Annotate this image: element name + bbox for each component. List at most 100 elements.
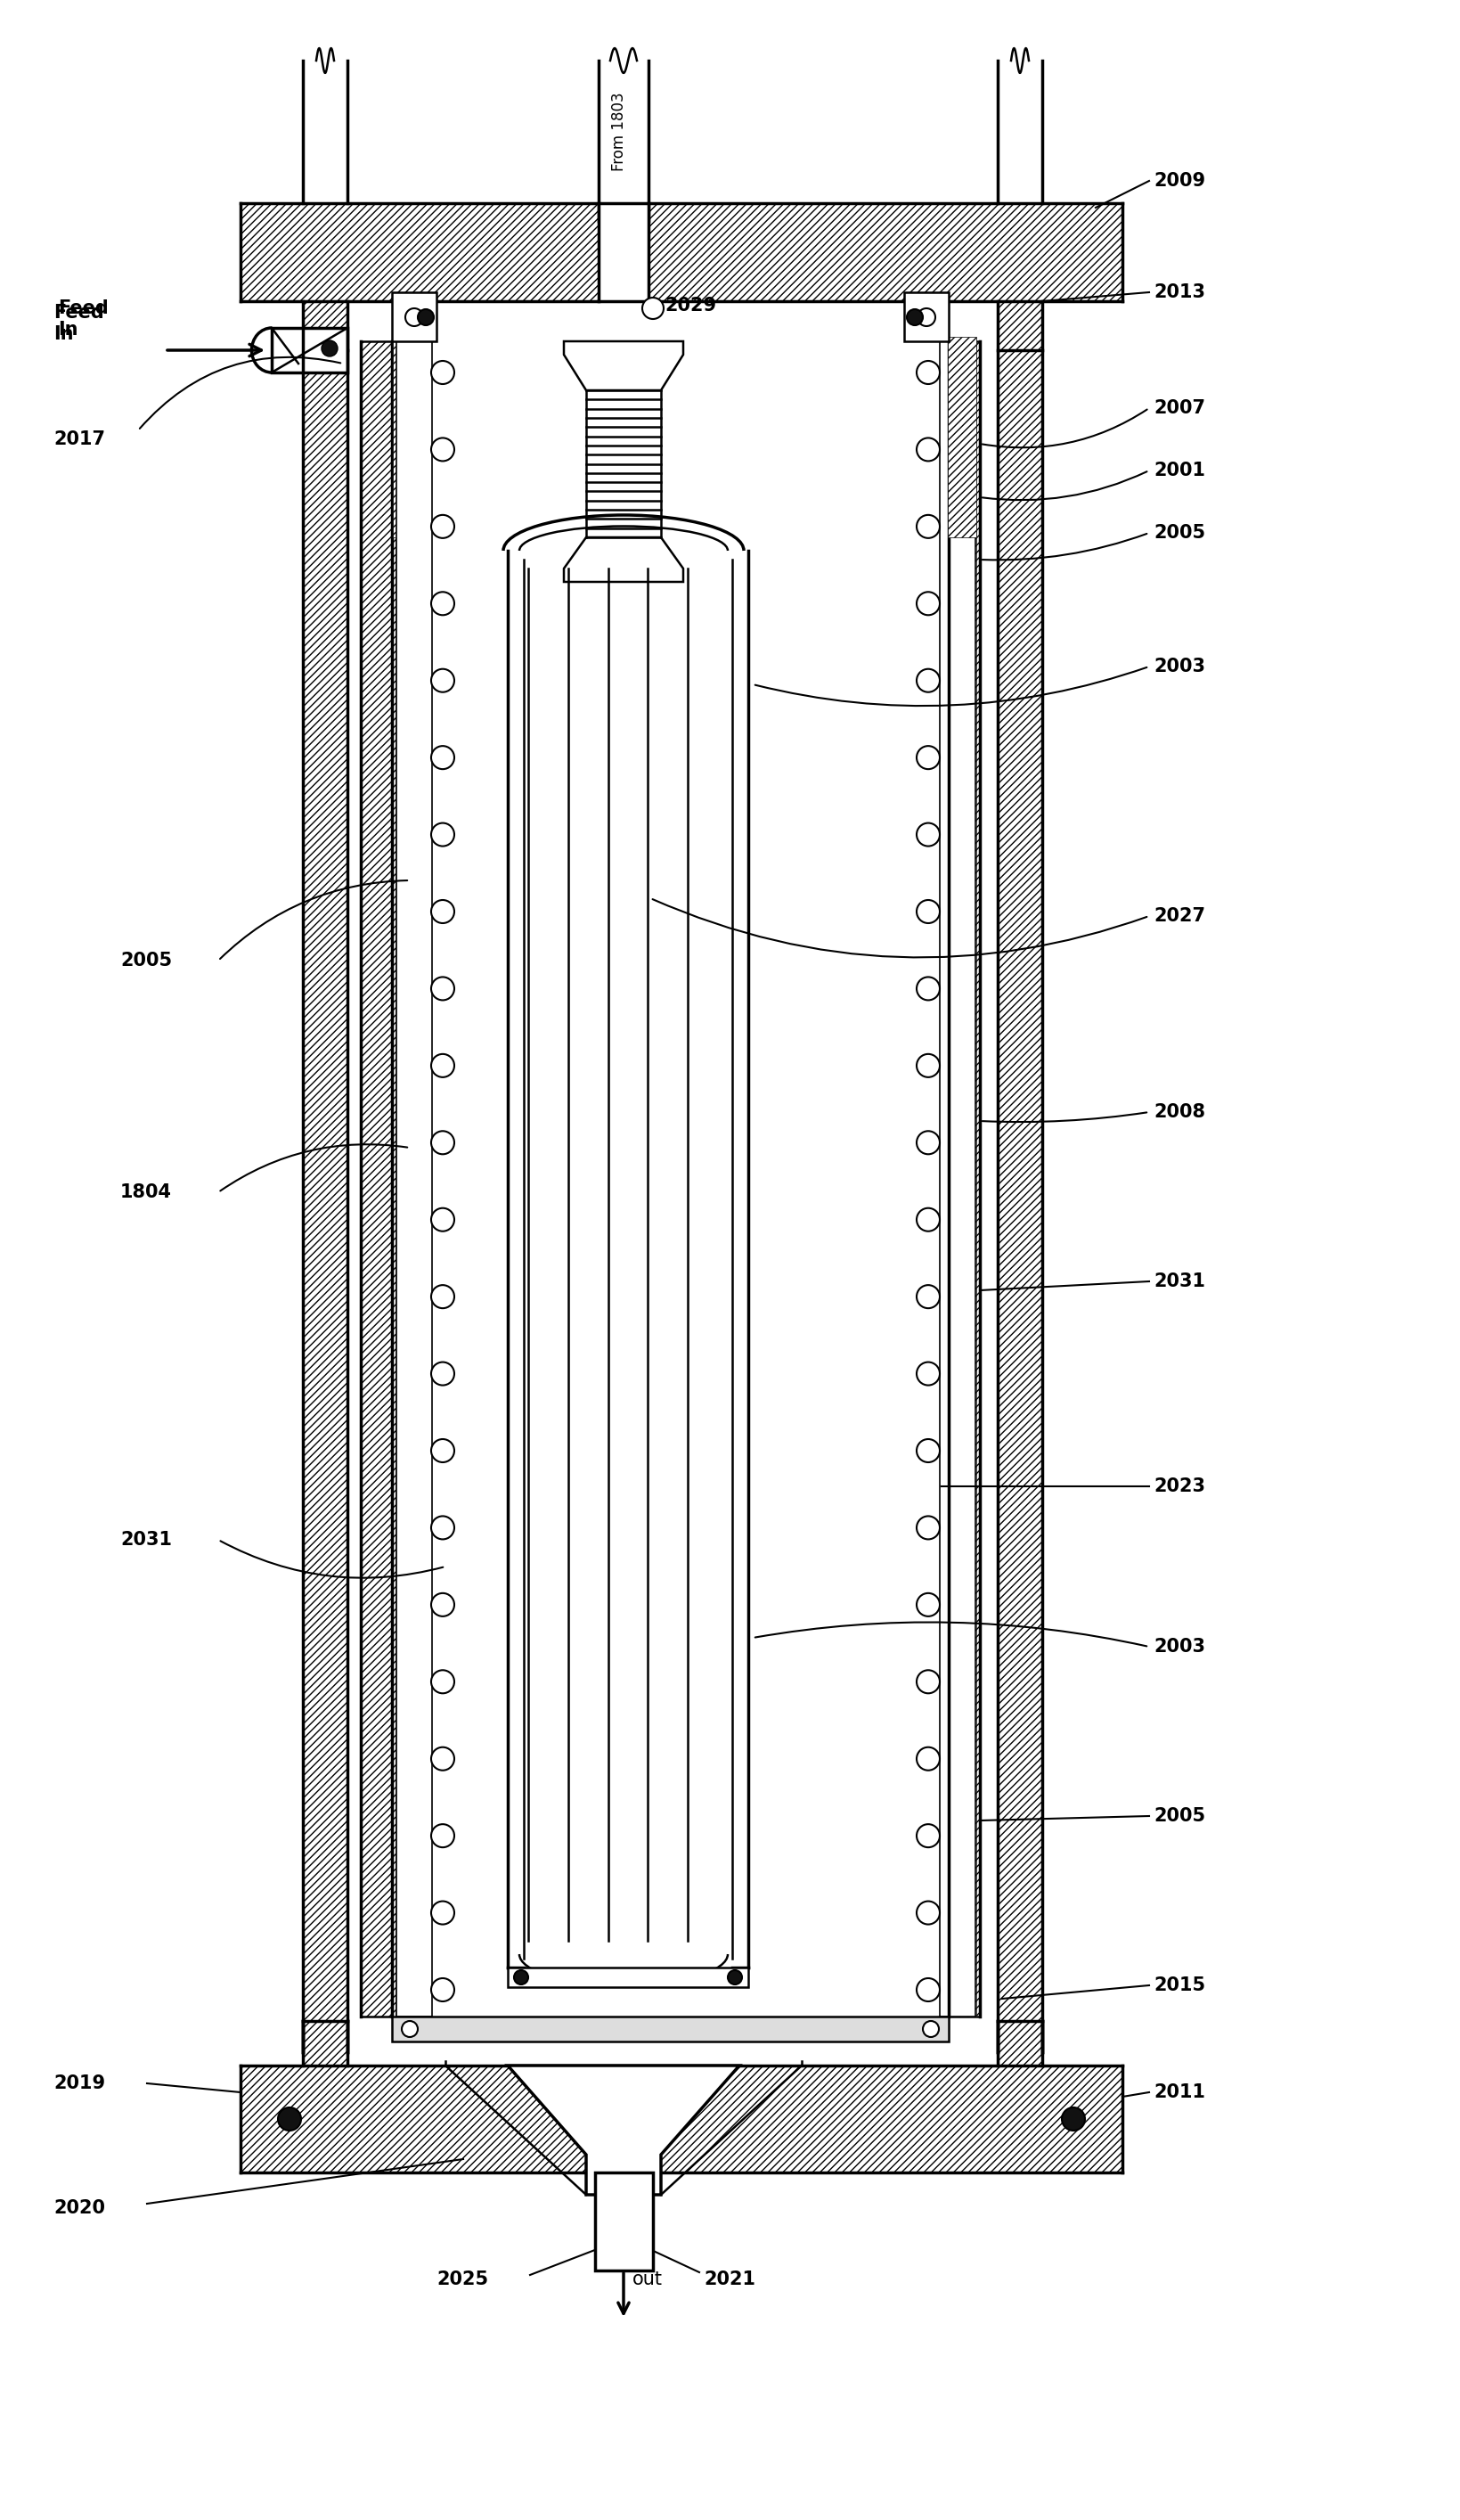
Circle shape: [915, 824, 939, 847]
FancyArrowPatch shape: [653, 900, 1146, 958]
Polygon shape: [508, 2066, 739, 2195]
Circle shape: [915, 1900, 939, 1925]
Circle shape: [431, 360, 454, 383]
Bar: [272, 328, 347, 373]
Text: 2005: 2005: [1153, 524, 1204, 542]
Text: 2007: 2007: [1153, 398, 1204, 416]
Circle shape: [915, 1593, 939, 1615]
Text: 1804: 1804: [120, 1184, 172, 1202]
Bar: [904, 292, 948, 340]
Text: 2020: 2020: [54, 2200, 105, 2218]
Circle shape: [915, 1131, 939, 1154]
Text: 2023: 2023: [1153, 1477, 1204, 1494]
Bar: [393, 340, 396, 2016]
Text: 2029: 2029: [664, 297, 715, 315]
Text: 2031: 2031: [120, 1530, 172, 1550]
Circle shape: [915, 1207, 939, 1232]
FancyArrowPatch shape: [981, 408, 1146, 449]
Circle shape: [915, 668, 939, 693]
Bar: [948, 340, 980, 2016]
Text: 2031: 2031: [1153, 1273, 1204, 1290]
Circle shape: [431, 1053, 454, 1076]
FancyArrowPatch shape: [220, 1540, 442, 1578]
Text: Feed
In: Feed In: [58, 300, 108, 338]
Circle shape: [915, 438, 939, 461]
Text: 2015: 2015: [1153, 1976, 1204, 1993]
Circle shape: [907, 310, 923, 325]
Circle shape: [431, 1131, 454, 1154]
Circle shape: [431, 978, 454, 1000]
Bar: [391, 292, 437, 340]
Circle shape: [727, 1971, 742, 1983]
Circle shape: [431, 824, 454, 847]
Circle shape: [277, 2107, 301, 2129]
Circle shape: [418, 310, 434, 325]
Circle shape: [431, 514, 454, 539]
Text: 2011: 2011: [1153, 2084, 1204, 2102]
Bar: [939, 340, 975, 2016]
Circle shape: [431, 1671, 454, 1693]
Bar: [241, 204, 1121, 302]
Circle shape: [915, 360, 939, 383]
Circle shape: [915, 978, 939, 1000]
Bar: [508, 1968, 748, 1988]
Circle shape: [915, 1285, 939, 1308]
Bar: [302, 302, 347, 350]
Circle shape: [915, 592, 939, 615]
Circle shape: [431, 1746, 454, 1772]
Circle shape: [431, 438, 454, 461]
Circle shape: [431, 1517, 454, 1540]
Circle shape: [431, 746, 454, 769]
FancyArrowPatch shape: [981, 1111, 1146, 1121]
Circle shape: [915, 1517, 939, 1540]
Text: 2005: 2005: [120, 953, 172, 970]
Circle shape: [404, 307, 423, 325]
Text: 2001: 2001: [1153, 461, 1204, 479]
Circle shape: [915, 1671, 939, 1693]
Circle shape: [514, 1971, 529, 1983]
FancyArrowPatch shape: [755, 1623, 1146, 1646]
Bar: [948, 338, 975, 537]
Text: 2027: 2027: [1153, 907, 1204, 925]
Circle shape: [923, 2021, 939, 2036]
Circle shape: [915, 514, 939, 539]
Circle shape: [431, 1207, 454, 1232]
Circle shape: [915, 1746, 939, 1772]
Circle shape: [915, 1439, 939, 1462]
Text: 2019: 2019: [54, 2074, 105, 2092]
Circle shape: [431, 1285, 454, 1308]
Text: 2025: 2025: [437, 2271, 488, 2288]
Circle shape: [431, 1363, 454, 1386]
Text: 2017: 2017: [54, 431, 105, 449]
Bar: [599, 204, 648, 302]
Text: out: out: [632, 2271, 663, 2288]
Circle shape: [915, 746, 939, 769]
Circle shape: [431, 668, 454, 693]
Circle shape: [402, 2021, 418, 2036]
Polygon shape: [564, 340, 683, 391]
Bar: [948, 340, 975, 2016]
Bar: [594, 2172, 653, 2271]
FancyArrowPatch shape: [140, 358, 340, 428]
FancyArrowPatch shape: [755, 668, 1146, 706]
Bar: [302, 2021, 347, 2066]
Circle shape: [431, 1439, 454, 1462]
Circle shape: [915, 1824, 939, 1847]
Bar: [361, 340, 391, 2016]
Circle shape: [1061, 2107, 1085, 2129]
Circle shape: [915, 1978, 939, 2001]
Circle shape: [915, 1053, 939, 1076]
Bar: [302, 302, 347, 2051]
Bar: [393, 338, 396, 537]
Text: From 1803: From 1803: [610, 93, 626, 171]
FancyArrowPatch shape: [220, 1144, 407, 1192]
Bar: [391, 2016, 948, 2041]
FancyArrowPatch shape: [220, 879, 407, 960]
Circle shape: [917, 307, 934, 325]
Text: 2008: 2008: [1153, 1104, 1204, 1121]
Circle shape: [431, 900, 454, 922]
Circle shape: [642, 297, 663, 320]
Circle shape: [431, 1593, 454, 1615]
Circle shape: [321, 340, 337, 355]
Text: Feed
In: Feed In: [54, 305, 104, 343]
